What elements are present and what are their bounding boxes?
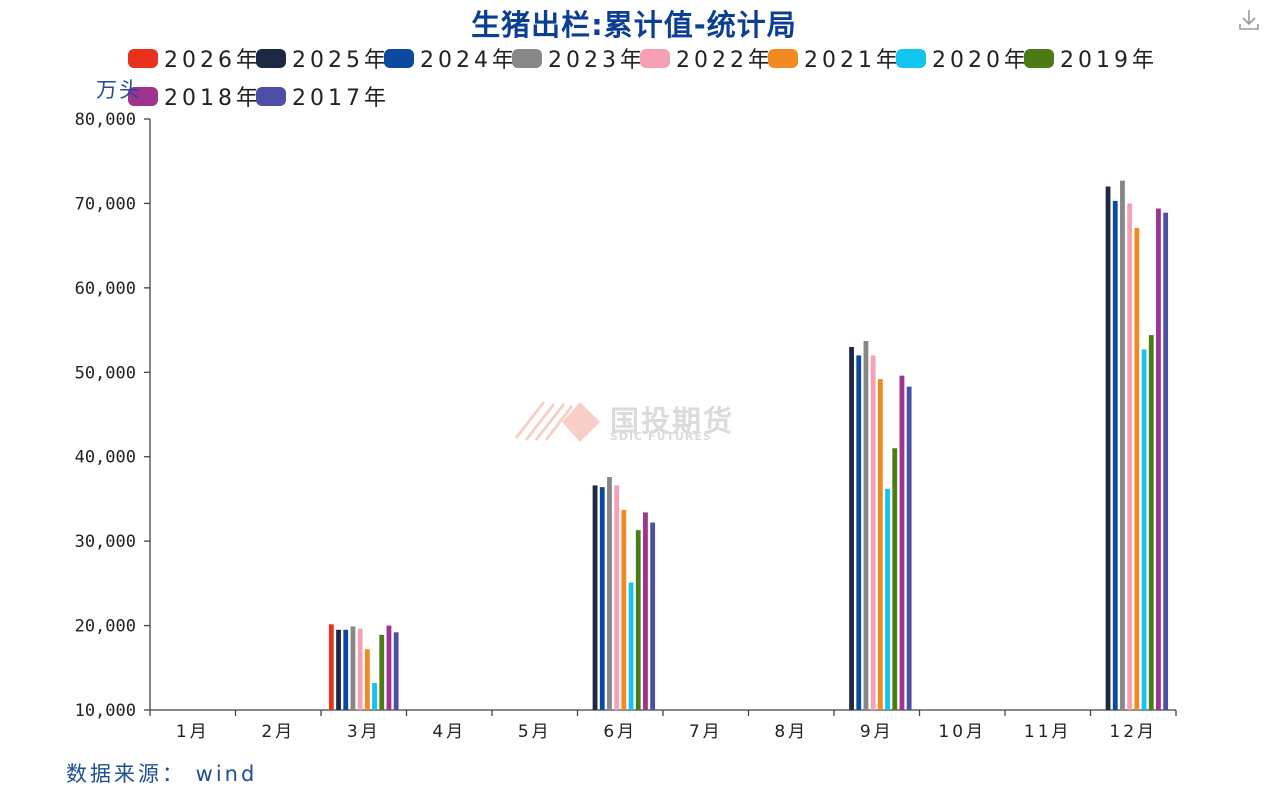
y-tick-label: 50,000 [75, 363, 136, 383]
legend-label: 2025年 [292, 48, 390, 73]
bar [357, 628, 363, 710]
bar [1127, 203, 1133, 710]
legend-item[interactable]: 2021年 [768, 44, 902, 73]
bar [1148, 335, 1154, 710]
legend-swatch [256, 86, 286, 106]
legend-swatch [128, 86, 158, 106]
y-tick-label: 40,000 [75, 448, 136, 468]
bar [1112, 200, 1118, 710]
legend-item[interactable]: 2017年 [256, 82, 390, 111]
x-tick-label: 3月 [347, 722, 381, 742]
legend-item[interactable]: 2024年 [384, 44, 518, 73]
bar [607, 476, 612, 710]
x-tick-label: 12月 [1109, 722, 1157, 742]
bar [849, 346, 854, 710]
x-tick-label: 11月 [1024, 722, 1072, 742]
x-tick-label: 7月 [689, 722, 723, 742]
legend-label: 2022年 [676, 48, 774, 73]
bar [1120, 180, 1125, 710]
bar [870, 355, 876, 710]
legend-swatch [128, 48, 158, 68]
legend-item[interactable]: 2020年 [896, 44, 1030, 73]
x-tick-label: 10月 [938, 722, 986, 742]
bar [614, 485, 620, 710]
bar [1156, 208, 1161, 710]
legend-item[interactable]: 2023年 [512, 44, 646, 73]
legend-item[interactable]: 2022年 [640, 44, 774, 73]
x-tick-label: 6月 [603, 722, 637, 742]
legend-item[interactable]: 2019年 [1024, 44, 1158, 73]
bar [621, 509, 627, 710]
bar [643, 512, 648, 710]
legend-swatch [768, 48, 798, 68]
bar [599, 487, 605, 710]
bar [628, 582, 634, 710]
watermark-subtitle: SDIC FUTURES [610, 430, 712, 443]
legend-swatch [512, 48, 542, 68]
legend-label: 2026年 [164, 48, 262, 73]
y-tick-label: 80,000 [75, 110, 136, 130]
bar [877, 379, 883, 710]
watermark-logo: 国投期货 SDIC FUTURES [514, 398, 732, 448]
bar [364, 649, 370, 710]
bar [336, 629, 341, 710]
legend-label: 2019年 [1060, 48, 1158, 73]
y-tick-label: 10,000 [75, 701, 136, 721]
download-icon[interactable] [1238, 8, 1260, 32]
x-tick-label: 4月 [432, 722, 466, 742]
legend-label: 2017年 [292, 86, 390, 111]
legend-swatch [256, 48, 286, 68]
bar [350, 626, 356, 710]
x-tick-label: 5月 [518, 722, 552, 742]
bar [856, 355, 862, 710]
legend-item[interactable]: 2018年 [128, 82, 262, 111]
bar [379, 634, 385, 710]
bar [372, 682, 377, 710]
bar [393, 632, 399, 710]
bar [386, 625, 392, 710]
bar [635, 530, 641, 710]
legend-label: 2023年 [548, 48, 646, 73]
legend-swatch [640, 48, 670, 68]
bar [1163, 212, 1169, 711]
y-tick-label: 70,000 [75, 194, 136, 214]
bar [1105, 186, 1111, 711]
legend-swatch [1024, 48, 1054, 68]
legend-item[interactable]: 2025年 [256, 44, 390, 73]
legend-label: 2020年 [932, 48, 1030, 73]
y-tick-label: 20,000 [75, 617, 136, 637]
legend-swatch [896, 48, 926, 68]
bar [650, 522, 656, 710]
y-axis-unit: 万头 [96, 78, 142, 102]
legend-label: 2018年 [164, 86, 262, 111]
bar [899, 375, 905, 710]
bar [1134, 227, 1140, 711]
x-tick-label: 9月 [860, 722, 894, 742]
chart-title: 生猪出栏:累计值-统计局 [471, 8, 797, 42]
legend-swatch [384, 48, 414, 68]
watermark-stripes-icon [514, 401, 600, 442]
bar [885, 488, 890, 710]
bar [328, 624, 334, 710]
y-tick-label: 60,000 [75, 279, 136, 299]
bar [863, 341, 869, 710]
legend-item[interactable]: 2026年 [128, 44, 262, 73]
bar [892, 448, 898, 710]
x-tick-label: 1月 [176, 722, 210, 742]
y-tick-label: 30,000 [75, 532, 136, 552]
bar [592, 485, 598, 710]
legend-label: 2024年 [420, 48, 518, 73]
x-tick-label: 2月 [261, 722, 295, 742]
legend-label: 2021年 [804, 48, 902, 73]
watermark-name: 国投期货 [610, 404, 735, 438]
data-source: 数据来源： wind [66, 762, 258, 786]
x-tick-label: 8月 [774, 722, 808, 742]
bar [343, 629, 349, 710]
bar [1141, 349, 1147, 710]
bar [906, 386, 912, 710]
